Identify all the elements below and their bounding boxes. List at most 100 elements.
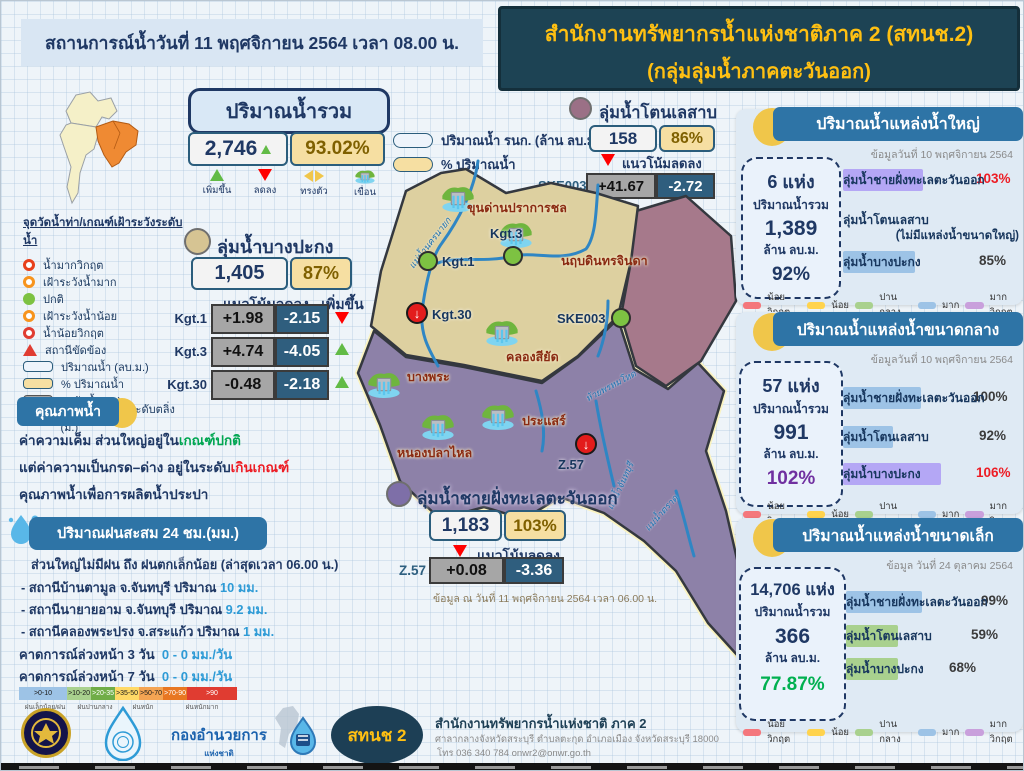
tonlesap-percent: 86% <box>670 129 704 147</box>
rain-forecast-3day: คาดการณ์ล่วงหน้า 3 วัน 0 - 0 มม./วัน <box>19 647 233 662</box>
footer-contact: โทร 036 340 784 onwr2@onwr.go.th <box>437 748 591 759</box>
water-drop-logo <box>104 705 142 761</box>
dam-icon-bangphra <box>368 373 400 398</box>
tonlesap-trend: แนวโน้มลดลง <box>622 156 702 171</box>
org-title-box: สำนักงานทรัพยากรน้ำแห่งชาติภาค 2 (สทนช.2… <box>498 6 1020 91</box>
panel2-row1-bar <box>843 387 921 409</box>
station-error-icon <box>23 343 37 356</box>
panel3-row2-bar <box>846 625 898 647</box>
rain-station-1: - สถานีบ้านตามูล จ.จันทบุรี ปริมาณ 10 มม… <box>21 580 259 595</box>
panel1-row2-value: (ไม่มีแหล่งน้ำขนาดใหญ่) <box>895 230 1019 242</box>
panel3-header: ปริมาณน้ำแหล่งน้ำขนาดเล็ก <box>773 518 1023 552</box>
kgt1-level-box: +1.98 <box>211 304 275 334</box>
kgt1-trend-icon <box>335 312 349 324</box>
panel3-row2: ลุ่มน้ำโตนเลสาบ <box>846 625 986 647</box>
eastcoast-level-box: +0.08 <box>429 557 504 584</box>
quality-normal-highlight: เกณฑ์ปกติ <box>178 433 241 448</box>
rain-station-2: - สถานีนายายอาม จ.จันทบุรี ปริมาณ 9.2 มม… <box>21 602 268 617</box>
tonlesap-bank-box: -2.72 <box>656 173 715 199</box>
panel3-row3: ลุ่มน้ำบางปะกง <box>846 658 986 680</box>
eastcoast-trend-icon <box>453 545 467 557</box>
kgt30-bank-box: -2.18 <box>275 370 329 400</box>
panel2-row2: ลุ่มน้ำโตนเลสาบ <box>843 426 983 448</box>
dam-label: เขื่อน <box>354 187 376 198</box>
bangpakong-basin-shape <box>369 167 640 383</box>
bangpakong-volume: 1,405 <box>214 262 265 284</box>
panel1-row3-bar <box>843 251 915 273</box>
east-region-highlight <box>95 120 139 168</box>
panel1-row3: ลุ่มน้ำบางปะกง <box>843 251 983 273</box>
total-volume: 2,746 <box>204 137 258 160</box>
quality-exceed-highlight: เกินเกณฑ์ <box>230 460 290 475</box>
decrease-icon <box>258 169 272 181</box>
basin-map <box>355 159 745 659</box>
rain-scale: >0-10 >10-20 >20-35 >35-50 >50-70 >70-90… <box>19 687 237 700</box>
bangpakong-name: ลุ่มน้ำบางปะกง <box>217 237 334 257</box>
critical-low-icon <box>23 326 35 339</box>
station-label-z57: Z.57 <box>558 457 585 472</box>
station-marker-z57: ↓ <box>575 433 597 455</box>
panel3-summary-box: 14,706 แห่ง ปริมาณน้ำรวม 366 ล้าน ลบ.ม. … <box>739 567 846 721</box>
bangpakong-volume-box: 1,405 <box>191 257 288 290</box>
dam-icon-khundan <box>442 187 474 212</box>
kgt3-level-box: +4.74 <box>211 337 275 367</box>
rain-header: ปริมาณฝนสะสม 24 ชม.(มม.) <box>29 517 267 550</box>
dam-icon-khlongsiyat <box>486 321 518 346</box>
total-volume-box: 2,746 <box>188 132 288 166</box>
increase-icon <box>210 169 224 181</box>
normal-icon <box>23 292 35 305</box>
total-water-title: ปริมาณน้ำรวม <box>225 101 353 123</box>
command-center-logo: กองอำนวยการ แห่งชาติ <box>171 727 267 758</box>
bottom-bar <box>1 763 1023 770</box>
station-marker-kgt3 <box>503 246 523 266</box>
garuda-emblem <box>21 708 71 758</box>
dam-label-nongplalai: หนองปลาไหล <box>397 446 473 460</box>
panel1-row1-value: 103% <box>976 171 1011 186</box>
percent-box-swatch <box>393 157 433 172</box>
eastcoast-volume: 1,183 <box>441 514 490 536</box>
tonlesap-volume-box: 158 <box>589 125 657 152</box>
bangpakong-percent: 87% <box>302 263 340 283</box>
volume-box-label: ปริมาณน้ำ รนก. (ล้าน ลบ.ม.) <box>441 133 604 148</box>
tonlesap-name: ลุ่มน้ำโตนเลสาบ <box>599 104 717 122</box>
station-label-kgt1: Kgt.1 <box>442 254 475 269</box>
eastcoast-volume-box: 1,183 <box>429 510 502 541</box>
footer-address: ศาลากลางจังหวัดสระบุรี ตำบลตะกุด อำเภอเม… <box>435 734 719 745</box>
panel3-row2-value: 59% <box>971 627 999 642</box>
panel3-row3-bar <box>846 658 898 680</box>
dam-label-khlongsiyat: คลองสียัด <box>506 350 559 364</box>
stnch2-badge: สทนช 2 <box>331 706 423 764</box>
panel2-row3-value: 106% <box>976 465 1011 480</box>
dam-label-khundan: ขุนด่านปราการชล <box>467 201 567 215</box>
eastcoast-bank-box: -3.36 <box>504 557 564 584</box>
panel3-row3-value: 68% <box>949 660 977 675</box>
down-arrow-icon: ↓ <box>582 436 590 452</box>
dam-label-naruebodin: นฤบดินทรจินดา <box>561 254 648 268</box>
watch-high-icon <box>23 275 35 288</box>
quality-line2: แต่ค่าความเป็นกรด–ด่าง อยู่ในระดับเกินเก… <box>19 460 290 475</box>
eastcoast-data-note: ข้อมูล ณ วันที่ 11 พฤศจิกายน 2564 เวลา 0… <box>433 593 658 605</box>
panel2-header: ปริมาณน้ำแหล่งน้ำขนาดกลาง <box>773 312 1023 346</box>
tonlesap-volume: 158 <box>608 128 638 148</box>
panel1-summary-box: 6 แห่ง ปริมาณน้ำรวม 1,389 ล้าน ลบ.ม. 92% <box>741 157 841 299</box>
panel2-date: ข้อมูลวันที่ 10 พฤศจิกายน 2564 <box>870 354 1013 366</box>
tonlesap-basin-icon <box>569 97 592 120</box>
down-arrow-icon: ↓ <box>413 305 421 321</box>
panel3-date: ข้อมูล วันที่ 24 ตุลาคม 2564 <box>886 560 1013 572</box>
total-percent-box: 93.02% <box>290 132 385 166</box>
stable-icon <box>293 170 335 182</box>
thailand-mini-map <box>59 91 139 205</box>
org-title-line1: สำนักงานทรัพยากรน้ำแห่งชาติภาค 2 (สทนช.2… <box>544 23 974 46</box>
quality-title: คุณภาพน้ำ <box>34 402 102 419</box>
tonlesap-basin-shape <box>619 194 738 388</box>
bangpakong-percent-box: 87% <box>290 257 352 290</box>
kgt1-bank-box: -2.15 <box>275 304 329 334</box>
panel3-row1-value: 99% <box>981 593 1009 608</box>
panel1-header: ปริมาณน้ำแหล่งน้ำใหญ่ <box>773 107 1023 141</box>
rain-title: ปริมาณฝนสะสม 24 ชม.(มม.) <box>56 526 239 542</box>
panel2-row1-value: 100% <box>973 389 1008 404</box>
tonlesap-percent-box: 86% <box>659 125 715 152</box>
dam-label-bangphra: บางพระ <box>407 370 450 384</box>
total-water-header: ปริมาณน้ำรวม <box>188 88 390 134</box>
station-label-kgt3: Kgt.3 <box>490 226 523 241</box>
